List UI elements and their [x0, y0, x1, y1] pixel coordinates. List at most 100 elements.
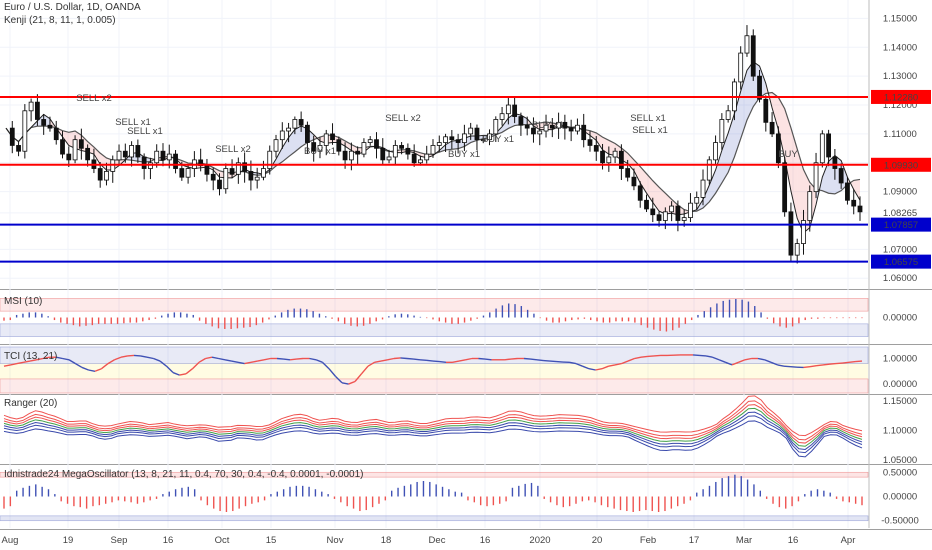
tci-line-segment [842, 361, 850, 364]
signal-label: SELL x1 [115, 117, 151, 128]
tci-line-segment [725, 361, 733, 366]
candle-body [374, 139, 379, 149]
x-axis-label: 17 [689, 535, 700, 546]
tci-line-segment [380, 359, 388, 362]
candle-body [60, 139, 65, 155]
x-axis-label: Apr [841, 535, 856, 546]
tci-line-segment [653, 354, 661, 357]
tci-line-segment [250, 360, 258, 364]
candle-body [361, 142, 367, 155]
candle-body [292, 119, 298, 129]
candle-body [185, 168, 191, 178]
tci-line-segment [36, 357, 44, 361]
candle-body [248, 171, 254, 181]
tci-mid-zone [0, 363, 868, 379]
tci-line-segment [400, 357, 408, 360]
mega-lower-zone [0, 515, 869, 522]
candle-body [72, 139, 78, 161]
tci-line-segment [822, 363, 830, 366]
tci-line-segment [614, 362, 622, 366]
x-axis-label: 16 [788, 535, 799, 546]
candle-body [499, 113, 505, 120]
candle-body [549, 124, 555, 129]
candle-body [857, 205, 863, 213]
price-tick-label: 1.07000 [883, 244, 917, 255]
candle-body [694, 197, 700, 204]
x-axis-label: Mar [736, 535, 752, 546]
candle-body [725, 110, 731, 120]
candle-body [336, 139, 342, 152]
candle-body [556, 121, 561, 129]
megaoscillator-label: Idnistrade24 MegaOscillator (13, 8, 21, … [4, 469, 364, 480]
tci-line-segment [263, 357, 271, 361]
tci-line-segment [62, 357, 70, 361]
signal-label: SELL x1 [127, 126, 163, 137]
tci-line-segment [835, 362, 843, 365]
tci-line-segment [257, 359, 265, 362]
price-tick-label: 1.12000 [883, 100, 917, 111]
kenji-cloud-segment [659, 187, 666, 214]
candle-body [543, 124, 549, 132]
ranger-tick-label: 1.05000 [883, 455, 917, 466]
tci-line-segment [809, 364, 817, 368]
tci-upper-zone [0, 346, 869, 364]
tci-line-segment [556, 360, 564, 363]
candle-body [254, 176, 260, 181]
candle-body [474, 127, 480, 141]
candle-body [656, 214, 662, 221]
tci-line-segment [595, 368, 603, 371]
candle-body [681, 217, 687, 221]
signal-label: SELL x2 [385, 113, 421, 124]
candle-body [286, 127, 291, 132]
tci-line-segment [432, 360, 440, 363]
level-price-text: 1.09930 [884, 160, 918, 171]
price-tick-label: 1.06000 [883, 273, 917, 284]
candle-body [662, 211, 668, 221]
candle-body [267, 150, 273, 169]
kenji-cloud-segment [703, 185, 710, 208]
candle-body [22, 110, 28, 152]
tci-line-segment [341, 382, 349, 385]
candle-body [775, 133, 781, 164]
candle-body [47, 124, 53, 129]
candle-body [518, 116, 524, 126]
tci-line-segment [601, 365, 609, 370]
chart-title: Euro / U.S. Dollar, 1D, OANDA [4, 2, 141, 13]
tci-line-segment [42, 356, 50, 360]
candle-body [16, 145, 21, 152]
candle-body [348, 150, 354, 161]
mega-tick-label: 0.50000 [883, 467, 917, 478]
tci-line-segment [3, 364, 11, 367]
candle-body [28, 101, 34, 112]
candle-body [688, 202, 693, 219]
candle-body [537, 130, 543, 135]
tci-line-segment [458, 359, 466, 362]
tci-line-segment [692, 354, 700, 357]
x-axis-label: 16 [480, 535, 491, 546]
msi-label: MSI (10) [4, 296, 43, 307]
candle-body [204, 165, 210, 175]
tci-line-segment [101, 363, 109, 370]
signal-label: BUY x1 [482, 134, 514, 145]
candle-body [832, 156, 838, 169]
tci-line-segment [621, 360, 629, 365]
x-axis-label: 2020 [529, 535, 550, 546]
kenji-cloud-segment [640, 166, 647, 194]
candle-body [719, 119, 725, 143]
candle-body [612, 150, 618, 158]
kenji-indicator-label: Kenji (21, 8, 11, 1, 0.005) [4, 15, 116, 26]
candle-body [305, 124, 310, 143]
candle-body [480, 139, 486, 142]
kenji-cloud-segment [709, 169, 716, 202]
tci-line-segment [29, 359, 37, 362]
signal-label: BUY x1 [304, 146, 336, 157]
tci-line-segment [166, 365, 174, 374]
candle-body [179, 168, 185, 178]
candle-body [298, 119, 304, 126]
tci-line-segment [68, 359, 76, 365]
candle-body [386, 156, 392, 161]
tci-line-segment [627, 357, 635, 362]
tci-line-segment [530, 358, 538, 361]
tci-line-segment [127, 354, 135, 357]
